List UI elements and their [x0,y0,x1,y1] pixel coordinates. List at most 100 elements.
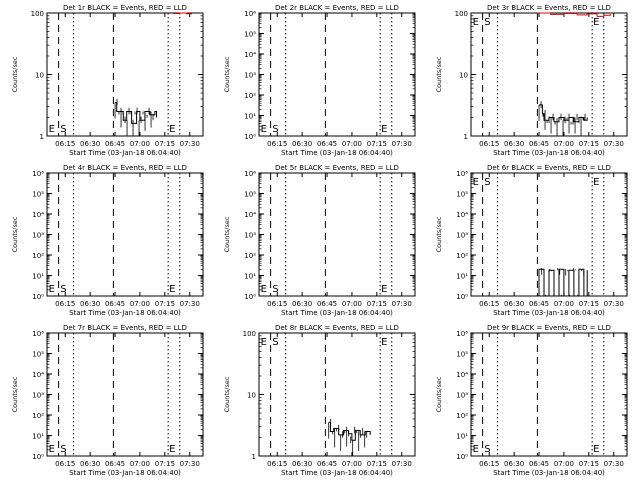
x-axis-label: Start Time (03-Jan-18 06:04:40) [493,309,605,317]
y-tick-label: 10² [456,412,468,420]
event-end-mark: E [593,444,599,455]
panel-det-9r: Det 9r BLACK = Events, RED = LLD 10⁰ 10¹ 10… [435,324,628,477]
event-end-mark-left: E [261,337,267,348]
x-tick-label: 06:15 [267,140,287,148]
event-start-mark: S [60,444,66,455]
event-end-mark: E [169,284,175,295]
x-tick-label: 07:30 [180,300,200,308]
event-start-mark: S [484,17,490,28]
y-tick-label: 10 [35,72,44,80]
x-tick-label: 06:45 [105,460,125,468]
x-tick-label: 07:00 [130,460,150,468]
x-tick-label: 07:30 [180,140,200,148]
x-axis-label: Start Time (03-Jan-18 06:04:40) [281,149,393,157]
y-tick-label: 10⁵ [244,191,256,199]
x-axis-label: Start Time (03-Jan-18 06:04:40) [281,469,393,477]
x-axis-label: Start Time (03-Jan-18 06:04:40) [69,149,181,157]
y-tick-label: 10⁴ [456,211,468,219]
y-tick-label: 10⁰ [32,453,44,461]
x-tick-label: 06:45 [105,140,125,148]
y-tick-label: 10² [244,252,256,260]
y-tick-label: 100 [243,330,256,338]
x-tick-label: 06:30 [80,140,100,148]
x-tick-label: 06:15 [267,300,287,308]
x-tick-label: 06:30 [292,140,312,148]
panel-title: Det 5r BLACK = Events, RED = LLD [275,164,399,172]
series-lld-line [173,12,192,15]
y-tick-label: 1 [252,453,256,461]
x-tick-label: 06:45 [105,300,125,308]
y-tick-label: 10¹ [32,433,44,441]
y-tick-label: 100 [31,10,44,18]
x-tick-label: 06:15 [267,460,287,468]
event-end-mark: E [381,124,387,135]
y-tick-label: 10 [247,392,256,400]
panel-title: Det 2r BLACK = Events, RED = LLD [275,4,399,12]
x-tick-label: 06:15 [479,140,499,148]
y-tick-label: 10¹ [244,273,256,281]
x-tick-label: 06:45 [317,140,337,148]
event-end-mark-left: E [473,177,479,188]
x-axis-label: Start Time (03-Jan-18 06:04:40) [281,309,393,317]
x-tick-label: 07:00 [554,460,574,468]
x-tick-label: 07:15 [579,460,599,468]
y-tick-label: 10³ [244,72,256,80]
x-tick-label: 07:30 [604,300,624,308]
event-start-mark: S [272,284,278,295]
x-tick-label: 06:30 [292,300,312,308]
y-tick-label: 1 [464,133,468,141]
y-tick-label: 10⁵ [32,351,44,359]
x-tick-label: 06:45 [529,460,549,468]
event-end-mark-left: E [261,124,267,135]
event-start-mark: S [484,177,490,188]
x-tick-label: 06:45 [529,140,549,148]
event-end-mark-left: E [473,17,479,28]
x-tick-label: 07:00 [342,140,362,148]
x-axis-label: Start Time (03-Jan-18 06:04:40) [493,469,605,477]
x-tick-label: 07:30 [604,460,624,468]
x-tick-label: 07:15 [155,460,175,468]
event-end-mark-left: E [49,444,55,455]
y-tick-label: 10² [456,252,468,260]
x-tick-label: 07:15 [367,300,387,308]
panel-det-5r: Det 5r BLACK = Events, RED = LLD 10⁰ 10¹ 10… [223,164,416,317]
y-tick-label: 10³ [456,392,468,400]
x-axis-label: Start Time (03-Jan-18 06:04:40) [69,309,181,317]
event-end-mark: E [169,124,175,135]
x-tick-label: 07:15 [155,140,175,148]
panel-title: Det 7r BLACK = Events, RED = LLD [63,324,187,332]
y-tick-label: 100 [455,10,468,18]
y-tick-label: 10⁰ [244,293,256,301]
panel-title: Det 3r BLACK = Events, RED = LLD [487,4,611,12]
x-tick-label: 07:30 [604,140,624,148]
event-end-mark: E [381,284,387,295]
x-tick-label: 07:00 [342,300,362,308]
y-tick-label: 10⁶ [32,330,44,338]
event-start-mark: S [60,284,66,295]
y-tick-label: 10¹ [456,273,468,281]
y-tick-label: 10⁴ [32,211,44,219]
event-end-mark-left: E [49,124,55,135]
x-tick-label: 06:15 [55,460,75,468]
y-tick-label: 10⁵ [32,191,44,199]
panel-title: Det 1r BLACK = Events, RED = LLD [63,4,187,12]
y-tick-label: 10⁰ [32,293,44,301]
panel-title: Det 4r BLACK = Events, RED = LLD [63,164,187,172]
panel-det-4r: Det 4r BLACK = Events, RED = LLD 10⁰ 10¹ 10… [11,164,204,317]
x-tick-label: 07:15 [579,140,599,148]
x-tick-label: 07:15 [367,140,387,148]
y-tick-label: 10⁴ [456,371,468,379]
y-tick-label: 10⁶ [32,170,44,178]
y-tick-label: 10⁶ [456,170,468,178]
panel-det-1r: Det 1r BLACK = Events, RED = LLD 1 10 100 Co… [11,4,204,157]
y-tick-label: 10² [32,252,44,260]
panel-title: Det 9r BLACK = Events, RED = LLD [487,324,611,332]
x-tick-label: 06:15 [55,300,75,308]
panel-det-3r: Det 3r BLACK = Events, RED = LLD 1 10 100 Co… [435,4,628,157]
event-end-mark: E [381,337,387,348]
x-tick-label: 07:00 [130,140,150,148]
x-tick-label: 06:30 [80,460,100,468]
event-end-mark-left: E [473,444,479,455]
x-tick-label: 06:30 [292,460,312,468]
